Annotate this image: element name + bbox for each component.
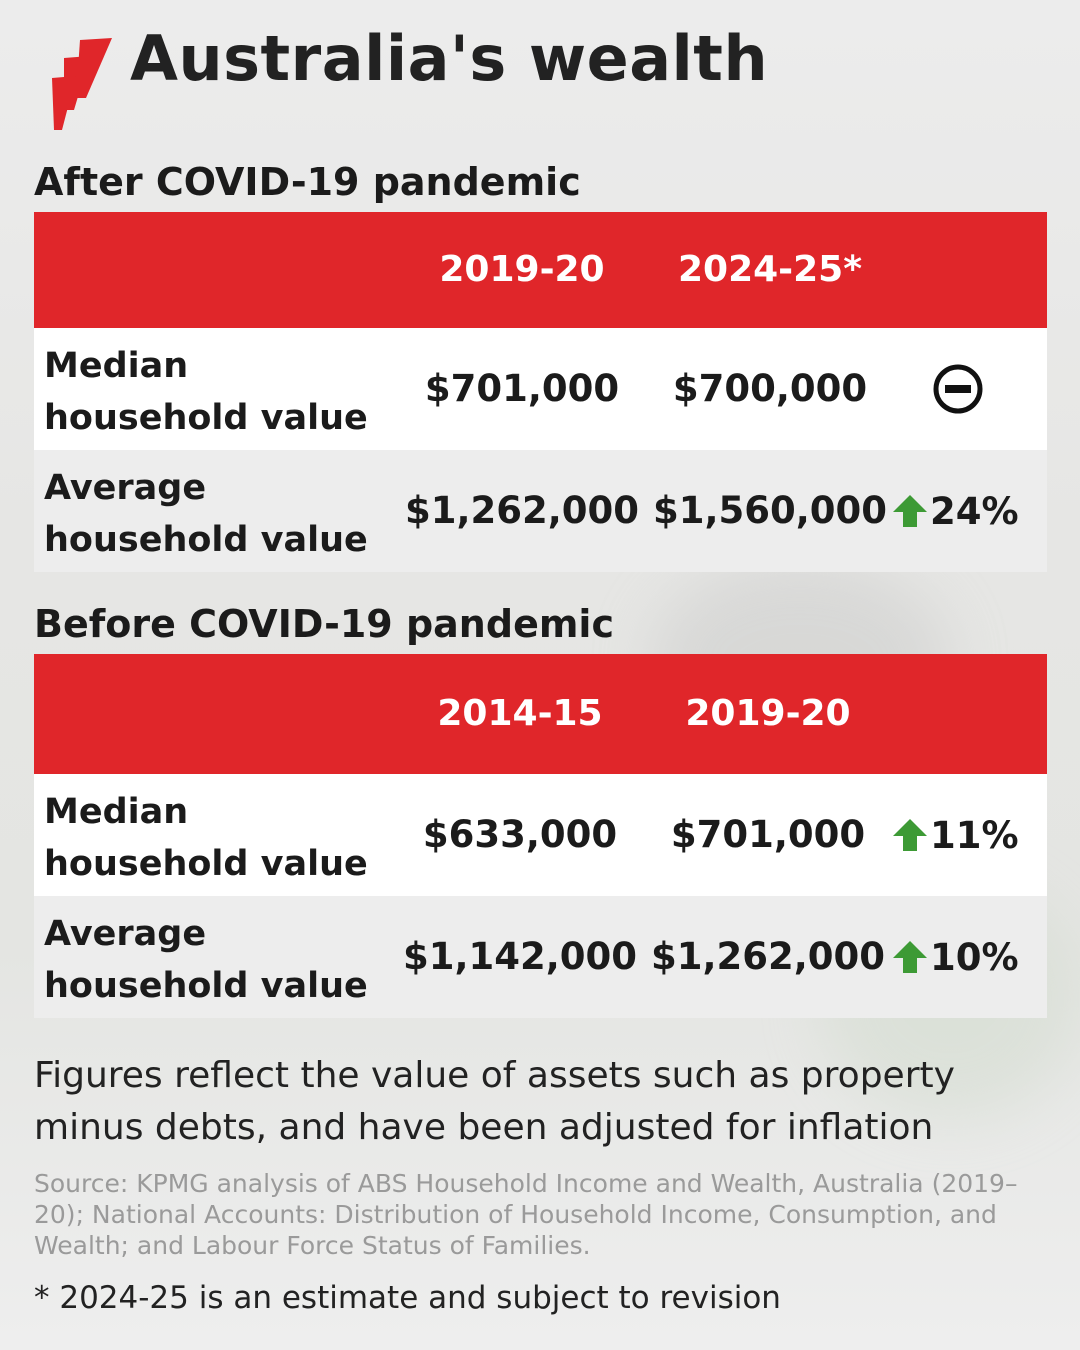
value-year-2: $700,000 bbox=[672, 367, 868, 410]
value-year-1: $701,000 bbox=[424, 367, 620, 410]
section-heading-before: Before COVID-19 pandemic bbox=[34, 602, 614, 646]
row-label: Average household value bbox=[44, 914, 368, 1006]
table-after: 2019-20 2024-25* Median household value … bbox=[34, 212, 1047, 572]
value-year-2: $1,560,000 bbox=[652, 489, 888, 532]
table-row: Median household value $633,000 $701,000… bbox=[34, 774, 1047, 896]
table-before: 2014-15 2019-20 Median household value $… bbox=[34, 654, 1047, 1018]
sbs-logo bbox=[52, 38, 112, 130]
value-year-1: $633,000 bbox=[422, 813, 618, 856]
footnote: * 2024-25 is an estimate and subject to … bbox=[34, 1280, 781, 1316]
table-row: Average household value $1,262,000 $1,56… bbox=[34, 450, 1047, 572]
table-header: 2019-20 2024-25* bbox=[34, 212, 1047, 328]
value-year-1: $1,142,000 bbox=[402, 935, 638, 978]
year-column-2: 2019-20 bbox=[685, 693, 851, 734]
year-column-1: 2014-15 bbox=[437, 693, 603, 734]
change-percent: 11% bbox=[930, 813, 1019, 857]
row-label: Median household value bbox=[44, 792, 368, 884]
change-cell: 24% bbox=[892, 450, 1019, 572]
up-arrow-icon bbox=[893, 495, 927, 527]
section-heading-after: After COVID-19 pandemic bbox=[34, 160, 581, 204]
year-column-1: 2019-20 bbox=[439, 249, 605, 290]
value-year-2: $701,000 bbox=[670, 813, 866, 856]
page-title: Australia's wealth bbox=[130, 22, 769, 95]
table-row: Average household value $1,142,000 $1,26… bbox=[34, 896, 1047, 1018]
change-cell: 10% bbox=[892, 896, 1019, 1018]
year-column-2: 2024-25* bbox=[677, 249, 863, 290]
source-text: Source: KPMG analysis of ABS Household I… bbox=[34, 1169, 1018, 1260]
explanatory-note: Figures reflect the value of assets such… bbox=[34, 1055, 955, 1148]
no-change-icon bbox=[933, 364, 983, 414]
row-label: Median household value bbox=[44, 346, 368, 438]
value-year-2: $1,262,000 bbox=[650, 935, 886, 978]
table-header: 2014-15 2019-20 bbox=[34, 654, 1047, 774]
change-percent: 24% bbox=[930, 489, 1019, 533]
change-cell: 11% bbox=[892, 774, 1019, 896]
change-percent: 10% bbox=[930, 935, 1019, 979]
up-arrow-icon bbox=[893, 941, 927, 973]
change-cell bbox=[932, 328, 984, 450]
up-arrow-icon bbox=[893, 819, 927, 851]
row-label: Average household value bbox=[44, 468, 368, 560]
value-year-1: $1,262,000 bbox=[404, 489, 640, 532]
table-row: Median household value $701,000 $700,000 bbox=[34, 328, 1047, 450]
